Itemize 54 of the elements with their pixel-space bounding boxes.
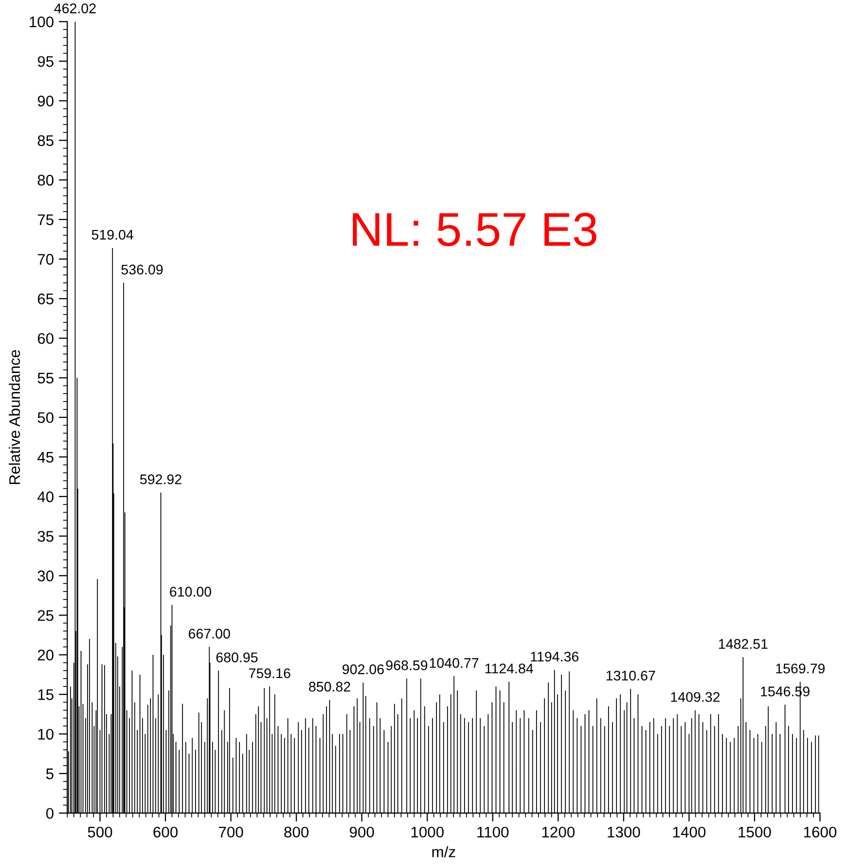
x-tick-label: 1300	[608, 826, 640, 838]
y-tick-label: 70	[38, 254, 54, 265]
annotation: 759.16	[249, 668, 290, 678]
x-tick-label: 1100	[477, 826, 509, 838]
y-tick-label: 40	[37, 491, 54, 502]
y-tick-label: 5	[46, 768, 54, 780]
annotation: 667.00	[188, 628, 230, 639]
y-tick-label: 30	[38, 570, 54, 582]
y-tick-label: 90	[38, 96, 54, 106]
x-tick-label: 1200	[542, 826, 575, 838]
x-tick-label: 1500	[738, 826, 771, 838]
annotation: 592.92	[140, 474, 182, 484]
y-tick-label: 60	[38, 333, 54, 344]
annotation: 1409.32	[671, 692, 720, 702]
x-tick-label: 1400	[673, 826, 706, 838]
annotation: 850.82	[308, 682, 350, 692]
y-tick-label: 75	[38, 214, 54, 226]
annotation: 1310.67	[606, 670, 656, 681]
y-tick-label: 85	[38, 135, 54, 146]
x-tick-label: 900	[350, 826, 374, 838]
y-tick-label: 0	[46, 808, 54, 819]
y-tick-label: 55	[38, 372, 54, 384]
y-tick-label: 35	[38, 530, 54, 542]
y-tick-label: 25	[38, 610, 54, 621]
annotation: 1040.77	[430, 658, 478, 668]
y-tick-label: 95	[38, 56, 54, 67]
x-tick-label: 500	[88, 826, 112, 838]
x-tick-label: 1600	[804, 826, 836, 838]
y-tick-label: 45	[37, 452, 54, 463]
y-tick-label: 15	[38, 689, 54, 700]
annotation: 1124.84	[485, 664, 534, 674]
y-tick-label: 10	[38, 728, 54, 740]
y-axis-title: Relative Abundance	[8, 350, 20, 484]
y-tick-label: 80	[38, 174, 54, 186]
x-tick-label: 700	[218, 826, 244, 838]
annotation: 1569.79	[776, 664, 825, 674]
annotation: 968.59	[386, 660, 428, 670]
y-tick-label: 20	[38, 650, 54, 660]
annotation: 680.95	[216, 652, 258, 662]
y-tick-label: 100	[30, 16, 54, 28]
annotation: NL: 5.57 E3	[352, 212, 596, 246]
y-tick-label: 50	[38, 412, 54, 424]
annotation: 1482.51	[719, 639, 768, 649]
annotation: 536.09	[121, 264, 163, 275]
annotation: 902.06	[342, 664, 384, 674]
x-axis-title: m/z	[432, 846, 456, 858]
annotation: 462.02	[54, 3, 96, 14]
x-tick-label: 1000	[411, 826, 444, 838]
annotation: 1194.36	[530, 652, 578, 662]
annotation: 519.04	[92, 230, 134, 240]
x-tick-label: 600	[153, 826, 178, 838]
annotation: 610.00	[170, 586, 212, 597]
x-tick-label: 800	[284, 826, 309, 838]
y-tick-label: 65	[38, 294, 54, 304]
